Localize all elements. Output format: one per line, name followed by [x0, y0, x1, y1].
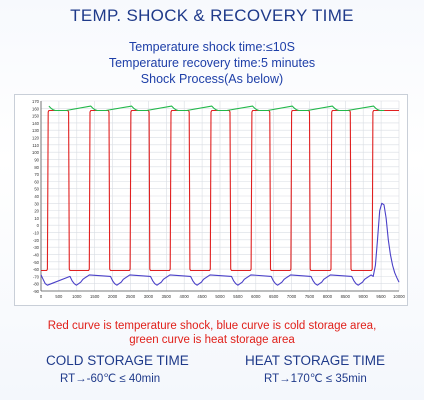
y-tick-label: -60 [33, 267, 40, 272]
cold-storage-title: COLD STORAGE TIME [46, 353, 189, 368]
x-tick-label: 8500 [341, 294, 351, 299]
y-tick-label: 100 [32, 150, 40, 155]
cold-series-line [40, 202, 400, 286]
x-tick-label: 1000 [72, 294, 82, 299]
y-tick-label: 70 [34, 172, 39, 177]
x-tick-label: 9000 [359, 294, 369, 299]
shock-time-text: Temperature shock time:≤10S [129, 40, 295, 54]
x-tick-label: 7500 [305, 294, 315, 299]
x-tick-label: 0 [40, 294, 43, 299]
shock-series-line [41, 109, 399, 272]
cold-storage-value: RT→-60℃ ≤ 40min [60, 373, 161, 385]
x-tick-label: 5000 [215, 294, 225, 299]
x-tick-label: 5500 [233, 294, 243, 299]
y-tick-label: 30 [34, 201, 39, 206]
x-tick-label: 2000 [108, 294, 118, 299]
x-tick-label: 9500 [376, 294, 386, 299]
y-tick-label: -90 [33, 289, 40, 294]
x-tick-label: 8000 [323, 294, 333, 299]
x-tick-label: 3000 [144, 294, 154, 299]
shock-process-chart: 170 160 150 140 130 120 110 100 90 80 70 60 50 40 30 20… [14, 94, 408, 306]
y-tick-label: 110 [32, 143, 39, 148]
y-tick-label: -80 [33, 282, 40, 287]
x-tick-label: 2500 [126, 294, 136, 299]
x-tick-label: 1500 [90, 294, 100, 299]
x-tick-label: 4000 [180, 294, 190, 299]
y-tick-label: -40 [33, 252, 40, 257]
y-tick-label: 90 [34, 157, 39, 162]
y-tick-label: -10 [33, 231, 40, 236]
x-tick-label: 500 [55, 294, 63, 299]
y-tick-label: 10 [34, 216, 39, 221]
x-tick-label: 4500 [197, 294, 207, 299]
page-title: TEMP. SHOCK & RECOVERY TIME [70, 6, 354, 25]
x-tick-label: 7000 [287, 294, 297, 299]
y-tick-label: -30 [33, 245, 40, 250]
x-tick-label: 10000 [393, 294, 405, 299]
heat-series-line [48, 105, 385, 112]
chart-svg: 1701601501401301201101009080706050403020… [32, 99, 405, 299]
y-tick-label: 160 [32, 106, 40, 111]
heat-storage-value: RT→170℃ ≤ 35min [264, 373, 367, 385]
x-tick-label: 6500 [269, 294, 279, 299]
y-tick-label: 150 [32, 114, 40, 119]
y-tick-label: 140 [32, 121, 40, 126]
legend-caption-line2: green curve is heat storage area [129, 334, 295, 346]
recovery-time-text: Temperature recovery time:5 minutes [108, 56, 316, 70]
shock-process-text: Shock Process(As below) [140, 72, 284, 86]
y-tick-label: 80 [34, 165, 39, 170]
y-tick-label: -70 [33, 274, 40, 279]
heat-storage-title: HEAT STORAGE TIME [245, 353, 386, 368]
y-tick-label: 130 [32, 128, 40, 133]
x-tick-label: 3500 [162, 294, 172, 299]
y-tick-label: 60 [34, 179, 39, 184]
y-tick-label: 40 [34, 194, 39, 199]
x-tick-label: 6000 [251, 294, 261, 299]
y-tick-label: 120 [32, 136, 40, 141]
y-tick-label: 20 [34, 209, 39, 214]
y-tick-label: -50 [33, 260, 40, 265]
y-tick-label: -20 [33, 238, 40, 243]
legend-caption-line1: Red curve is temperature shock, blue cur… [47, 320, 377, 332]
y-tick-label: 0 [37, 223, 40, 228]
y-tick-label: 170 [32, 99, 40, 104]
y-tick-label: 50 [34, 187, 39, 192]
